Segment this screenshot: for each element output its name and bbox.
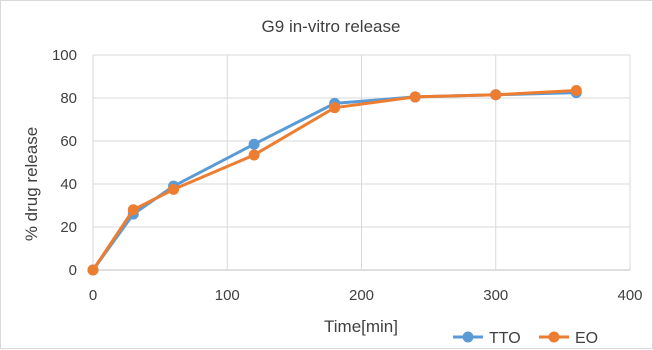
x-axis-title: Time[min] xyxy=(324,317,398,336)
x-axis-ticks: 0 100 200 300 400 xyxy=(89,287,643,304)
data-point-eo-4 xyxy=(329,102,341,114)
x-tick-label-100: 100 xyxy=(215,287,240,304)
chart-title: G9 in-vitro release xyxy=(262,17,401,36)
x-tick-label-300: 300 xyxy=(483,287,508,304)
legend-marker-tto xyxy=(462,331,474,343)
series-eo xyxy=(87,84,582,276)
data-point-eo-5 xyxy=(409,91,421,103)
legend-label-eo: EO xyxy=(575,330,598,347)
x-tick-label-400: 400 xyxy=(617,287,642,304)
legend-item-tto: TTO xyxy=(453,330,521,347)
y-tick-label-0: 0 xyxy=(69,262,77,279)
y-axis-ticks: 0 20 40 60 80 100 xyxy=(52,47,77,279)
y-tick-label-60: 60 xyxy=(60,133,77,150)
series-line-eo xyxy=(91,88,578,272)
legend-item-eo: EO xyxy=(539,330,598,347)
y-axis-title: % drug release xyxy=(22,127,41,241)
legend-marker-eo xyxy=(548,331,560,343)
legend: TTO EO xyxy=(453,330,598,347)
data-point-tto-3 xyxy=(248,138,260,150)
y-tick-label-20: 20 xyxy=(60,219,77,236)
x-tick-label-0: 0 xyxy=(89,287,97,304)
grid-lines xyxy=(92,54,631,271)
data-point-eo-7 xyxy=(570,84,582,96)
y-tick-label-80: 80 xyxy=(60,90,77,107)
data-point-eo-2 xyxy=(168,183,180,195)
data-point-eo-0 xyxy=(87,264,99,276)
y-tick-label-100: 100 xyxy=(52,47,77,64)
series-tto xyxy=(87,87,582,276)
legend-label-tto: TTO xyxy=(489,330,521,347)
series-line-tto xyxy=(91,91,578,272)
x-tick-label-200: 200 xyxy=(349,287,374,304)
data-point-eo-6 xyxy=(490,89,502,101)
data-point-eo-3 xyxy=(248,149,260,161)
series-layer xyxy=(87,84,582,276)
y-tick-label-40: 40 xyxy=(60,176,77,193)
data-point-eo-1 xyxy=(127,204,139,216)
